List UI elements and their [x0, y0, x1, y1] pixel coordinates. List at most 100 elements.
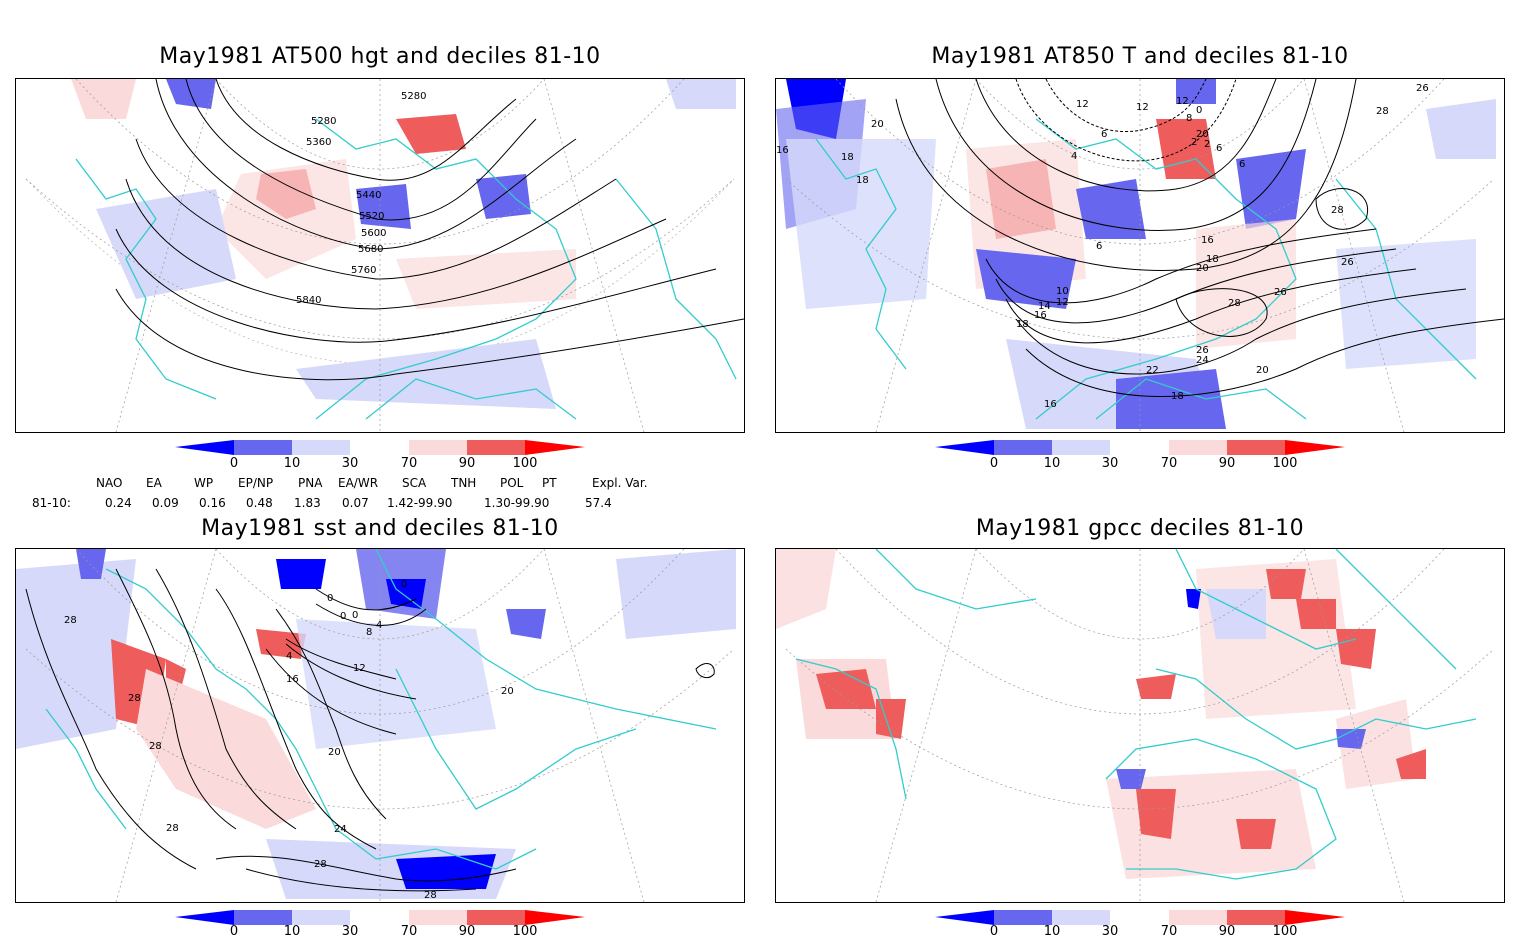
svg-text:28: 28 [149, 741, 162, 752]
svg-text:5680: 5680 [358, 244, 383, 255]
colorbar-swatches [935, 440, 1345, 455]
anomaly-light-blue [296, 619, 496, 749]
svg-text:28: 28 [64, 615, 77, 626]
svg-text:18: 18 [856, 175, 869, 186]
svg-text:8: 8 [366, 627, 372, 638]
index-header: POL [500, 476, 524, 490]
colorbar-swatches [935, 910, 1345, 925]
svg-text:5520: 5520 [359, 211, 384, 222]
map-gpcc [776, 549, 1495, 902]
svg-text:24: 24 [1196, 355, 1209, 366]
anomaly-light-blue [1336, 239, 1476, 369]
index-value: 0.16 [199, 496, 226, 510]
height-contours [115, 79, 744, 381]
map-hgt500: 5280 5280 5360 5440 5520 5600 5680 5760 … [25, 79, 744, 432]
contour-labels: 0 0 0 0 4 8 4 12 16 20 28 28 28 20 24 28… [64, 579, 514, 901]
index-header: WP [194, 476, 214, 490]
coastlines [815, 118, 1477, 420]
index-header: PNA [298, 476, 323, 490]
anomaly-dark-blue [276, 559, 326, 589]
anomaly-light-blue [296, 339, 556, 409]
index-header: NAO [96, 476, 123, 490]
anomaly-light-blue [1426, 99, 1496, 159]
anomaly-dark-blue [386, 579, 426, 609]
map-panel-hgt500: 5280 5280 5360 5440 5520 5600 5680 5760 … [15, 78, 745, 433]
index-value: 1.42-99.90 [387, 496, 453, 510]
sst-contours [25, 568, 715, 892]
index-header: EA [146, 476, 162, 490]
svg-text:5280: 5280 [311, 116, 336, 127]
index-value: 0.09 [152, 496, 179, 510]
svg-text:0: 0 [401, 579, 407, 590]
contour-labels: 12 12 12 8 0 6 4 6 2 20 2 6 16 18 20 18 … [776, 83, 1429, 410]
anomaly-mid-blue [1236, 149, 1306, 229]
svg-text:18: 18 [1016, 319, 1029, 330]
svg-text:0: 0 [327, 593, 333, 604]
svg-text:6: 6 [1096, 241, 1102, 252]
anomaly-mid-red [1266, 569, 1306, 599]
anomaly-mid-blue [356, 184, 411, 229]
svg-text:5840: 5840 [296, 295, 321, 306]
map-sst: 0 0 0 0 4 8 4 12 16 20 28 28 28 20 24 28… [16, 549, 736, 902]
anomaly-mid-blue [1176, 79, 1216, 104]
svg-text:0: 0 [352, 610, 358, 621]
svg-text:4: 4 [286, 651, 292, 662]
coastlines [75, 118, 737, 420]
svg-text:16: 16 [776, 145, 789, 156]
colorbar-swatches [175, 910, 585, 925]
svg-text:20: 20 [328, 747, 341, 758]
svg-text:12: 12 [1076, 99, 1089, 110]
index-header: PT [542, 476, 557, 490]
svg-text:16: 16 [1034, 310, 1047, 321]
panel-title-t850: May1981 AT850 T and deciles 81-10 [931, 44, 1349, 69]
svg-text:12: 12 [353, 663, 366, 674]
index-header: Expl. Var. [592, 476, 648, 490]
anomaly-light-red [71, 79, 136, 119]
anomaly-mid-blue [476, 174, 531, 219]
svg-text:16: 16 [286, 674, 299, 685]
coastlines [795, 549, 1477, 880]
index-header: EA/WR [338, 476, 379, 490]
svg-text:20: 20 [1196, 263, 1209, 274]
svg-text:5280: 5280 [401, 91, 426, 102]
map-panel-gpcc [775, 548, 1505, 903]
anomaly-mid-blue [1336, 729, 1366, 749]
index-value: 1.30-99.90 [484, 496, 550, 510]
anomaly-light-blue [616, 549, 736, 639]
anomaly-dark-blue [396, 854, 496, 889]
anomaly-light-red [1196, 219, 1296, 349]
anomaly-mid-blue [76, 549, 106, 579]
colorbar-t850: 0 10 30 70 90 100 [935, 440, 1345, 474]
svg-text:20: 20 [871, 119, 884, 130]
svg-text:28: 28 [1331, 205, 1344, 216]
svg-text:5760: 5760 [351, 265, 376, 276]
svg-text:28: 28 [1376, 106, 1389, 117]
panel-title-hgt500: May1981 AT500 hgt and deciles 81-10 [159, 44, 601, 69]
panel-title-sst: May1981 sst and deciles 81-10 [201, 516, 559, 541]
index-value: 1.83 [294, 496, 321, 510]
anomaly-mid-blue [1116, 369, 1226, 429]
index-header: SCA [402, 476, 427, 490]
map-panel-t850: 12 12 12 8 0 6 4 6 2 20 2 6 16 18 20 18 … [775, 78, 1505, 433]
svg-text:16: 16 [1044, 399, 1057, 410]
anomaly-mid-red [876, 699, 906, 739]
svg-text:12: 12 [1136, 102, 1149, 113]
anomaly-dark-blue [1186, 589, 1201, 609]
anomaly-light-blue [786, 139, 936, 309]
anomaly-mid-red [1136, 674, 1176, 699]
index-value: 0.24 [105, 496, 132, 510]
anomaly-mid-blue [1116, 769, 1146, 789]
svg-text:8: 8 [1186, 113, 1192, 124]
svg-text:6: 6 [1216, 143, 1222, 154]
svg-text:18: 18 [1171, 391, 1184, 402]
svg-text:28: 28 [166, 823, 179, 834]
anomaly-light-red [396, 249, 576, 309]
anomaly-mid-red [816, 669, 876, 709]
svg-text:18: 18 [841, 152, 854, 163]
anomaly-mid-blue [506, 609, 546, 639]
svg-text:26: 26 [1196, 345, 1209, 356]
svg-text:20: 20 [1196, 129, 1209, 140]
anomaly-mid-blue [976, 249, 1076, 309]
svg-text:4: 4 [376, 620, 382, 631]
anomaly-light-blue [16, 559, 136, 749]
